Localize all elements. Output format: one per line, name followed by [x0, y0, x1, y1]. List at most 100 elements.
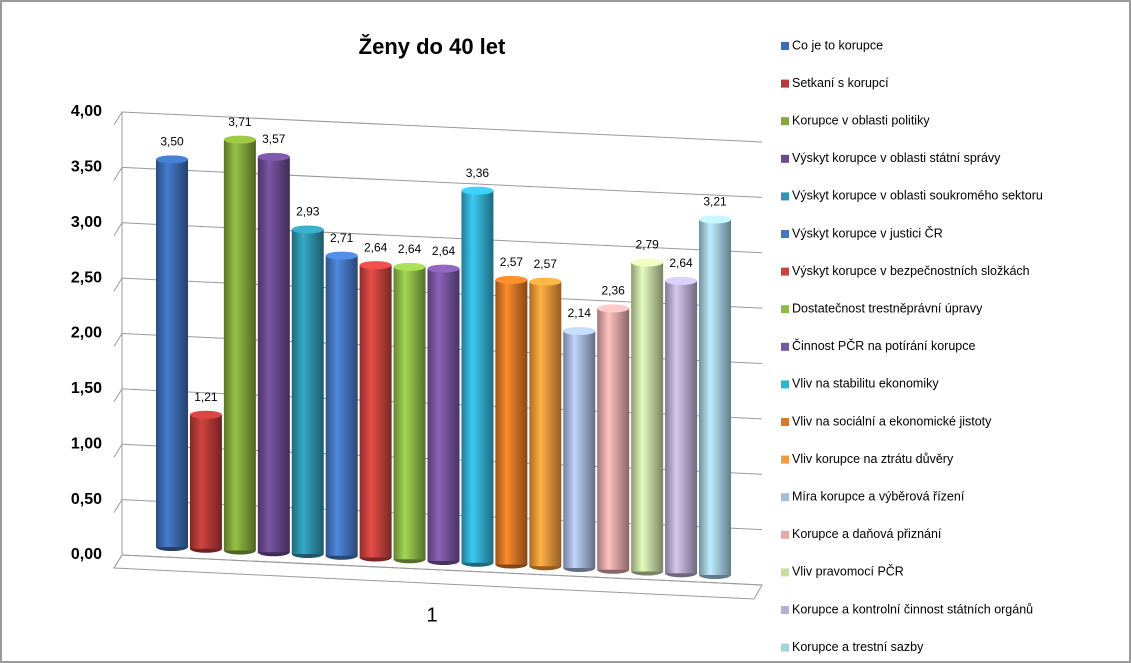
y-tick-label: 2,00 — [71, 325, 102, 342]
bar — [427, 268, 460, 561]
y-tick-label: 4,00 — [71, 103, 102, 120]
legend-label: Míra korupce a výběrová řízení — [792, 489, 965, 503]
legend-label: Vliv pravomocí PČR — [792, 564, 904, 579]
x-tick-label: 1 — [426, 604, 437, 626]
data-label: 3,36 — [466, 166, 490, 180]
data-label: 2,79 — [635, 238, 659, 252]
legend-label: Korupce a daňová přiznání — [792, 527, 942, 541]
bar — [156, 159, 188, 547]
bar-top — [223, 135, 256, 144]
data-label: 3,57 — [262, 132, 286, 146]
y-tick-label: 3,50 — [71, 159, 102, 176]
y-tick-label: 1,00 — [71, 435, 102, 452]
legend-swatch — [781, 267, 789, 276]
legend-swatch — [781, 380, 789, 389]
legend-label: Vliv na stabilitu ekonomiky — [792, 377, 939, 391]
legend-label: Korupce v oblasti politiky — [792, 113, 930, 127]
bar — [529, 281, 562, 567]
legend-label: Setkaní s korupcí — [792, 76, 889, 90]
bar — [325, 255, 358, 556]
bar-top — [189, 410, 222, 419]
bar-top — [156, 155, 188, 164]
bar — [461, 190, 494, 563]
legend-swatch — [781, 42, 789, 50]
legend-swatch — [781, 342, 789, 351]
chart-title: Ženy do 40 let — [359, 34, 506, 59]
bar — [189, 414, 222, 549]
data-label: 2,57 — [500, 255, 524, 269]
y-tick-label: 3,00 — [71, 214, 102, 231]
y-tick-label: 0,50 — [71, 491, 102, 508]
bar — [359, 265, 392, 558]
data-label: 2,64 — [432, 244, 456, 258]
bar — [223, 139, 256, 551]
legend-swatch — [781, 230, 789, 238]
y-tick-label: 2,50 — [71, 269, 102, 286]
bar-top — [529, 277, 562, 286]
bar — [699, 219, 731, 575]
legend-label: Vliv na sociální a ekonomické jistoty — [792, 414, 992, 428]
bar-top — [325, 251, 358, 260]
grid-line — [113, 222, 763, 254]
data-label: 2,57 — [534, 257, 558, 271]
bar-top — [665, 276, 698, 285]
grid-line — [113, 554, 763, 586]
legend-swatch — [781, 192, 789, 201]
data-label: 3,71 — [228, 115, 252, 129]
data-label: 3,50 — [160, 135, 184, 149]
grid-line — [113, 111, 763, 143]
legend-label: Výskyt korupce v oblasti soukromého sekt… — [792, 189, 1043, 203]
data-label: 1,21 — [194, 390, 218, 404]
legend-swatch — [781, 455, 789, 464]
y-tick-label: 1,50 — [71, 380, 102, 397]
y-tick-label: 0,00 — [71, 546, 102, 563]
legend-swatch — [781, 305, 789, 314]
grid-line — [113, 166, 763, 198]
bar-top — [427, 264, 460, 273]
legend-label: Dostatečnost trestněprávní úpravy — [792, 301, 983, 315]
bar-top — [631, 258, 664, 267]
legend-label: Vliv korupce na ztrátu důvěry — [792, 452, 954, 466]
bar — [563, 330, 596, 568]
data-label: 2,64 — [364, 240, 388, 254]
legend-label: Co je to korupce — [792, 38, 883, 52]
bar — [495, 279, 528, 565]
bar — [665, 280, 698, 574]
bar — [257, 156, 290, 553]
legend-label: Výskyt korupce v justici ČR — [792, 225, 943, 240]
legend-label: Výskyt korupce v oblasti státní správy — [792, 151, 1001, 165]
data-label: 2,71 — [330, 231, 354, 245]
bar-top — [563, 326, 596, 335]
data-label: 2,64 — [669, 256, 693, 270]
bar-top — [461, 186, 494, 195]
bar — [393, 266, 426, 560]
bar-top — [291, 225, 324, 234]
bar-top — [359, 261, 392, 270]
legend-swatch — [781, 568, 789, 577]
data-label: 2,36 — [602, 284, 626, 298]
bar — [631, 262, 664, 572]
legend-swatch — [781, 117, 789, 126]
bar-top — [597, 304, 630, 313]
legend-label: Korupce a trestní sazby — [792, 640, 924, 654]
data-label: 2,14 — [568, 306, 592, 320]
legend-swatch — [781, 606, 789, 614]
data-label: 2,64 — [398, 242, 422, 256]
bar — [597, 308, 630, 570]
bar-top — [495, 275, 528, 284]
legend-label: Výskyt korupce v bezpečnostních složkách — [792, 264, 1030, 278]
legend-swatch — [781, 418, 789, 426]
bar-top — [699, 215, 731, 224]
legend-swatch — [781, 154, 789, 163]
legend-swatch — [781, 79, 789, 88]
bar-top — [257, 152, 290, 161]
legend-label: Činnost PČR na potírání korupce — [792, 338, 975, 353]
legend-swatch — [781, 493, 789, 502]
legend-swatch — [781, 530, 789, 539]
data-label: 3,21 — [703, 195, 727, 209]
legend-swatch — [781, 643, 789, 652]
bar-top — [393, 262, 426, 271]
data-label: 2,93 — [296, 205, 320, 219]
